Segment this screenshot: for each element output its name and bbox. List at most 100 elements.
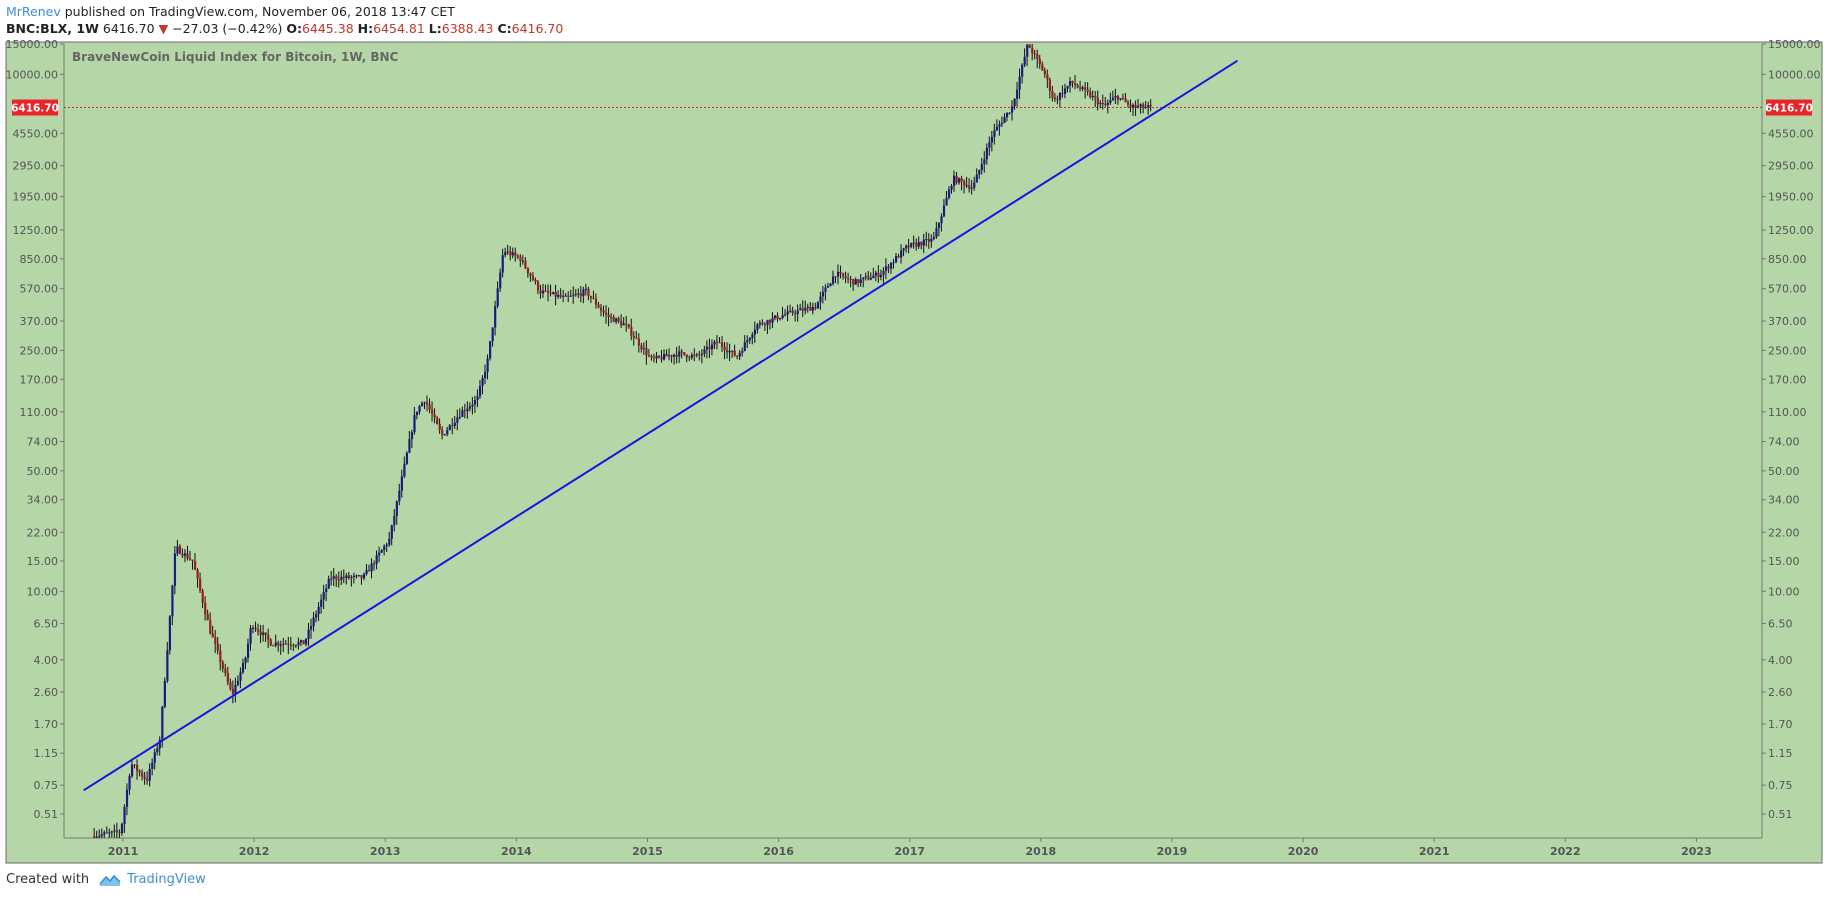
candle-body [1104,103,1107,105]
candle-body [1142,104,1145,108]
candles [93,44,1152,839]
candle-body [1003,117,1006,123]
published-text: published on TradingView.com, November 0… [64,4,455,19]
candle-body [852,279,855,285]
candle-body [1132,104,1135,108]
candle-body [968,185,971,189]
candle-body [425,402,429,405]
trendline[interactable] [83,59,1239,792]
candle-body [995,126,999,131]
y-tick-label-right: 15000.00 [1768,38,1821,51]
y-tick-label-right: 4.00 [1768,654,1793,667]
candle-body [844,276,847,279]
candle-body [1013,98,1016,107]
candle-body [791,310,794,314]
candle-body [1053,97,1057,100]
candle-body [448,425,451,430]
y-tick-label-left: 4550.00 [13,127,59,140]
candle-body [831,276,835,284]
candle-body [292,645,295,647]
candle-body [756,324,759,330]
candle-body [446,429,449,435]
high-value: 6454.81 [373,21,425,36]
candle-body [678,351,681,357]
candle-body [229,682,232,689]
candle-body [423,402,426,404]
candle-body [1129,104,1132,108]
candle-body [385,544,388,547]
candle-body [519,257,522,262]
candle-body [1005,112,1009,118]
candle-body [627,324,630,328]
candle-body [1084,87,1087,90]
candle-body [284,643,287,645]
candle-body [741,350,744,353]
candle-body [748,338,751,341]
candle-body [718,342,721,344]
candle-body [895,256,898,263]
candle-body [547,290,550,293]
candle-body [960,178,963,182]
candle-body [945,197,948,206]
candle-body [473,400,477,405]
candle-body [1109,100,1112,103]
author-link[interactable]: MrRenev [6,4,61,19]
candle-body [211,633,214,638]
candle-body [985,147,988,160]
candle-body [688,357,691,359]
price-change: −27.03 (−0.42%) [172,21,283,36]
candle-body [587,288,590,297]
candle-body [1137,106,1140,108]
y-tick-label-left: 1.70 [34,718,59,731]
candle-body [302,640,305,645]
candle-body [173,553,177,586]
candle-body [723,346,726,351]
candle-body [794,313,797,315]
candle-body [501,255,504,273]
candle-body [917,242,920,247]
candle-body [562,295,565,297]
candle-body [151,762,154,769]
candle-body [188,558,192,560]
y-tick-label-left: 74.00 [27,436,59,449]
x-tick-label: 2015 [632,845,663,858]
candle-body [438,423,441,430]
candle-body [1091,95,1094,97]
candle-body [1023,56,1026,65]
y-tick-label-left: 6.50 [34,618,59,631]
x-tick-label: 2011 [108,845,139,858]
candle-body [1043,70,1046,75]
candle-body [635,337,638,339]
candle-body [98,836,101,838]
candle-body [1134,104,1137,108]
candle-body [889,262,893,269]
candle-body [1066,85,1069,89]
tradingview-link[interactable]: TradingView [127,872,206,887]
candle-body [829,283,832,287]
candle-body [698,354,701,356]
candle-body [153,752,156,763]
candle-body [640,345,643,349]
candle-body [483,371,487,379]
y-tick-label-right: 370.00 [1768,315,1807,328]
candle-body [557,294,560,297]
candle-body [1124,98,1127,103]
candle-body [476,396,479,401]
y-tick-label-right: 1950.00 [1768,191,1814,204]
candle-body [705,346,709,350]
y-tick-label-right: 2.60 [1768,686,1793,699]
candle-body [524,260,527,268]
candle-body [693,354,696,356]
x-tick-label: 2016 [763,845,794,858]
candle-body [304,638,308,645]
candle-body [622,323,625,326]
candle-body [902,248,905,251]
candle-body [554,292,557,297]
candle-body [1071,81,1074,84]
candle-body [244,657,247,663]
candle-body [804,307,807,311]
candle-body [789,310,792,312]
candle-body [241,662,245,673]
candle-body [806,306,809,308]
